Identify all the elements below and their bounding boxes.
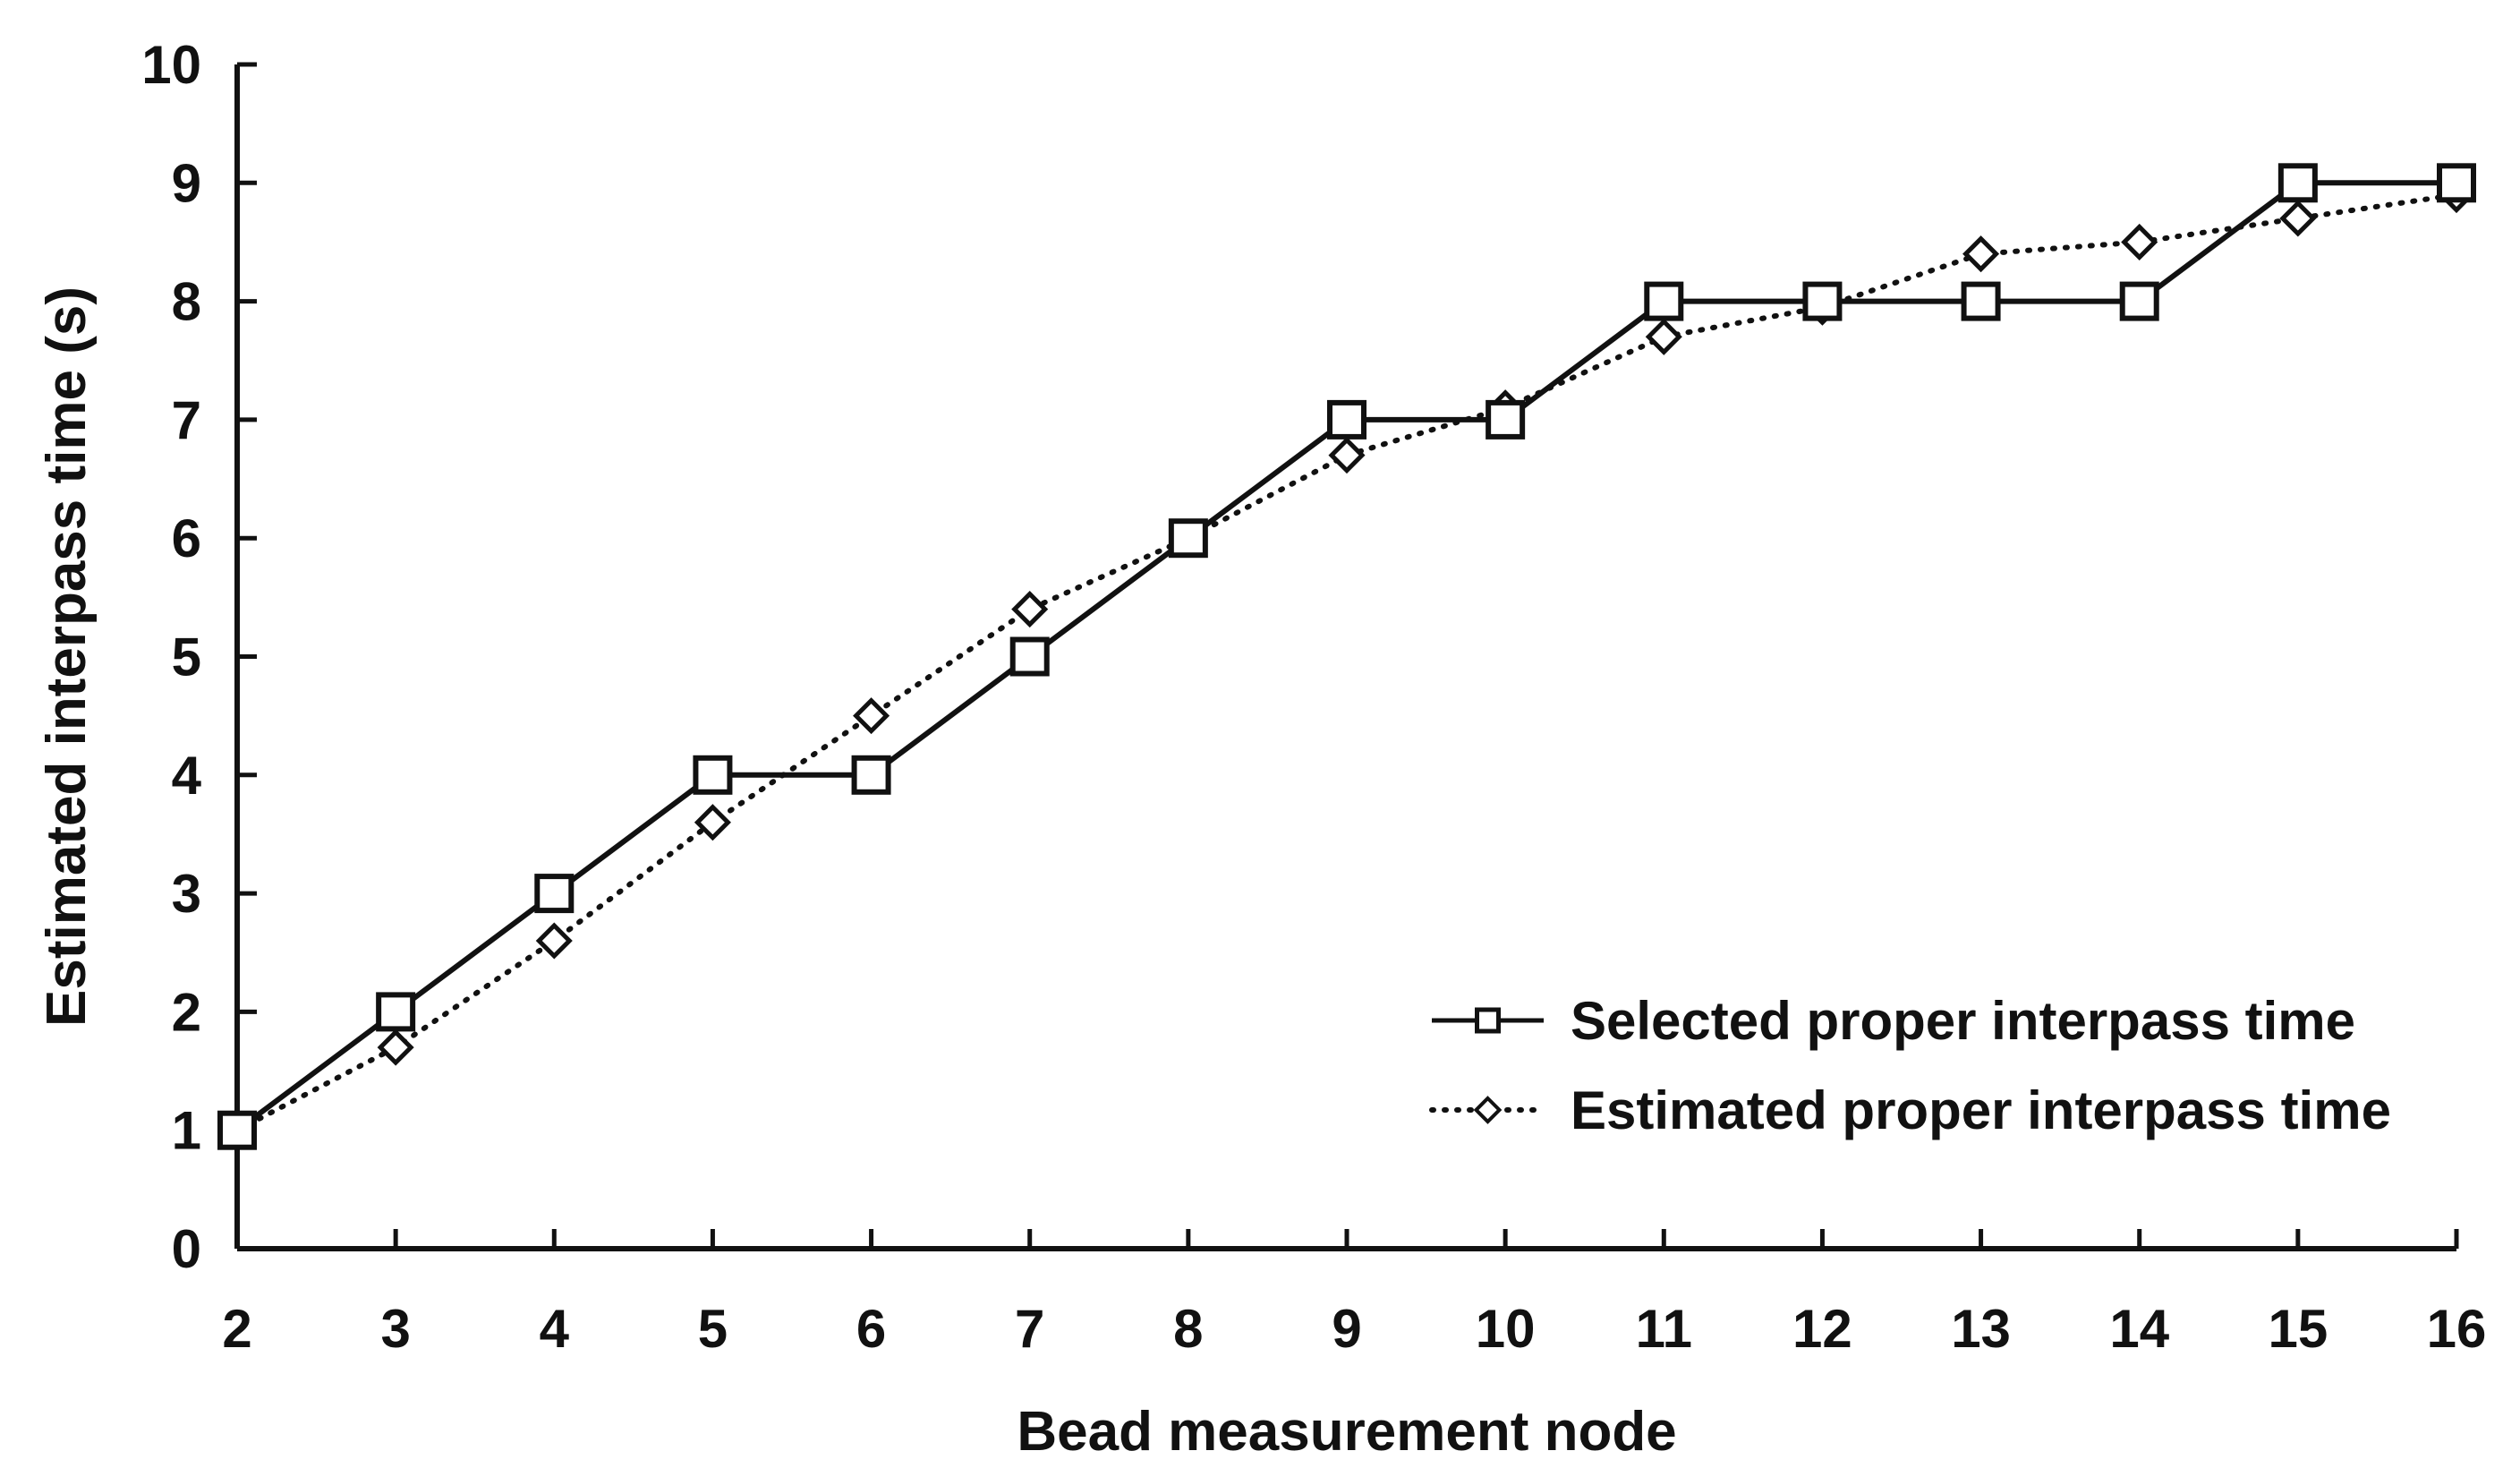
legend: Selected proper interpass time Estimated … (1429, 991, 2391, 1140)
y-tick-label: 10 (141, 35, 201, 95)
x-tick-label: 2 (222, 1299, 251, 1359)
legend-label: Estimated proper interpass time (1571, 1080, 2391, 1140)
square-marker (376, 992, 416, 1032)
square-marker (2437, 163, 2476, 203)
square-marker (851, 755, 891, 795)
x-tick-label: 13 (1951, 1299, 2011, 1359)
diamond-marker (535, 922, 573, 960)
square-marker (1168, 518, 1208, 559)
y-tick-label: 1 (172, 1101, 201, 1161)
x-tick-label: 7 (1015, 1299, 1044, 1359)
x-tick-label: 15 (2268, 1299, 2328, 1359)
x-tick-label: 3 (380, 1299, 410, 1359)
square-marker (1327, 399, 1366, 440)
square-marker (534, 874, 575, 914)
legend-square-marker (1475, 1007, 1501, 1034)
diamond-marker (2279, 200, 2317, 237)
x-tick-label: 10 (1476, 1299, 1536, 1359)
square-marker (217, 1110, 257, 1150)
y-tick-label: 9 (172, 153, 201, 213)
series-selected (217, 163, 2476, 1150)
legend-item: Estimated proper interpass time (1429, 1080, 2391, 1140)
series-layer (217, 163, 2476, 1150)
legend-diamond-marker (1473, 1096, 1503, 1124)
square-marker (1009, 636, 1050, 677)
x-tick-label: 11 (1636, 1299, 1692, 1359)
x-tick-label: 14 (2109, 1299, 2169, 1359)
diamond-marker (694, 804, 731, 841)
diamond-marker (377, 1028, 414, 1066)
y-axis-title: Estimated interpass time (s) (36, 286, 98, 1027)
x-tick-label: 4 (540, 1299, 570, 1359)
y-tick-label: 4 (172, 746, 202, 806)
y-tick-label: 6 (172, 508, 201, 568)
x-axis-title: Bead measurement node (1017, 1401, 1676, 1463)
x-tick-label: 16 (2427, 1299, 2487, 1359)
x-tick-label: 5 (698, 1299, 728, 1359)
diamond-marker (1011, 591, 1049, 628)
x-tick-label: 6 (856, 1299, 886, 1359)
series-line (235, 180, 2456, 1133)
square-marker (1802, 281, 1843, 321)
square-marker (2119, 281, 2159, 321)
x-tick-label: 9 (1332, 1299, 1361, 1359)
y-tick-label: 2 (172, 982, 201, 1042)
legend-item: Selected proper interpass time (1432, 991, 2355, 1051)
square-marker (1961, 281, 2001, 321)
y-tick-label: 8 (172, 272, 201, 332)
y-tick-label: 7 (172, 390, 201, 450)
square-marker (693, 755, 733, 795)
series-line (234, 192, 2459, 1133)
y-tick-label: 3 (172, 864, 201, 924)
x-tick-label: 8 (1173, 1299, 1203, 1359)
diamond-marker (2121, 223, 2158, 260)
diamond-marker (1645, 318, 1682, 355)
square-marker (1644, 281, 1684, 321)
x-tick-label: 12 (1792, 1299, 1852, 1359)
y-tick-label: 0 (172, 1219, 201, 1279)
diamond-marker (853, 697, 890, 735)
square-marker (2277, 163, 2318, 203)
square-marker (1486, 399, 1526, 440)
legend-label: Selected proper interpass time (1571, 991, 2355, 1051)
y-tick-label: 5 (172, 627, 201, 687)
diamond-marker (1328, 437, 1366, 474)
diamond-marker (1962, 235, 2000, 273)
